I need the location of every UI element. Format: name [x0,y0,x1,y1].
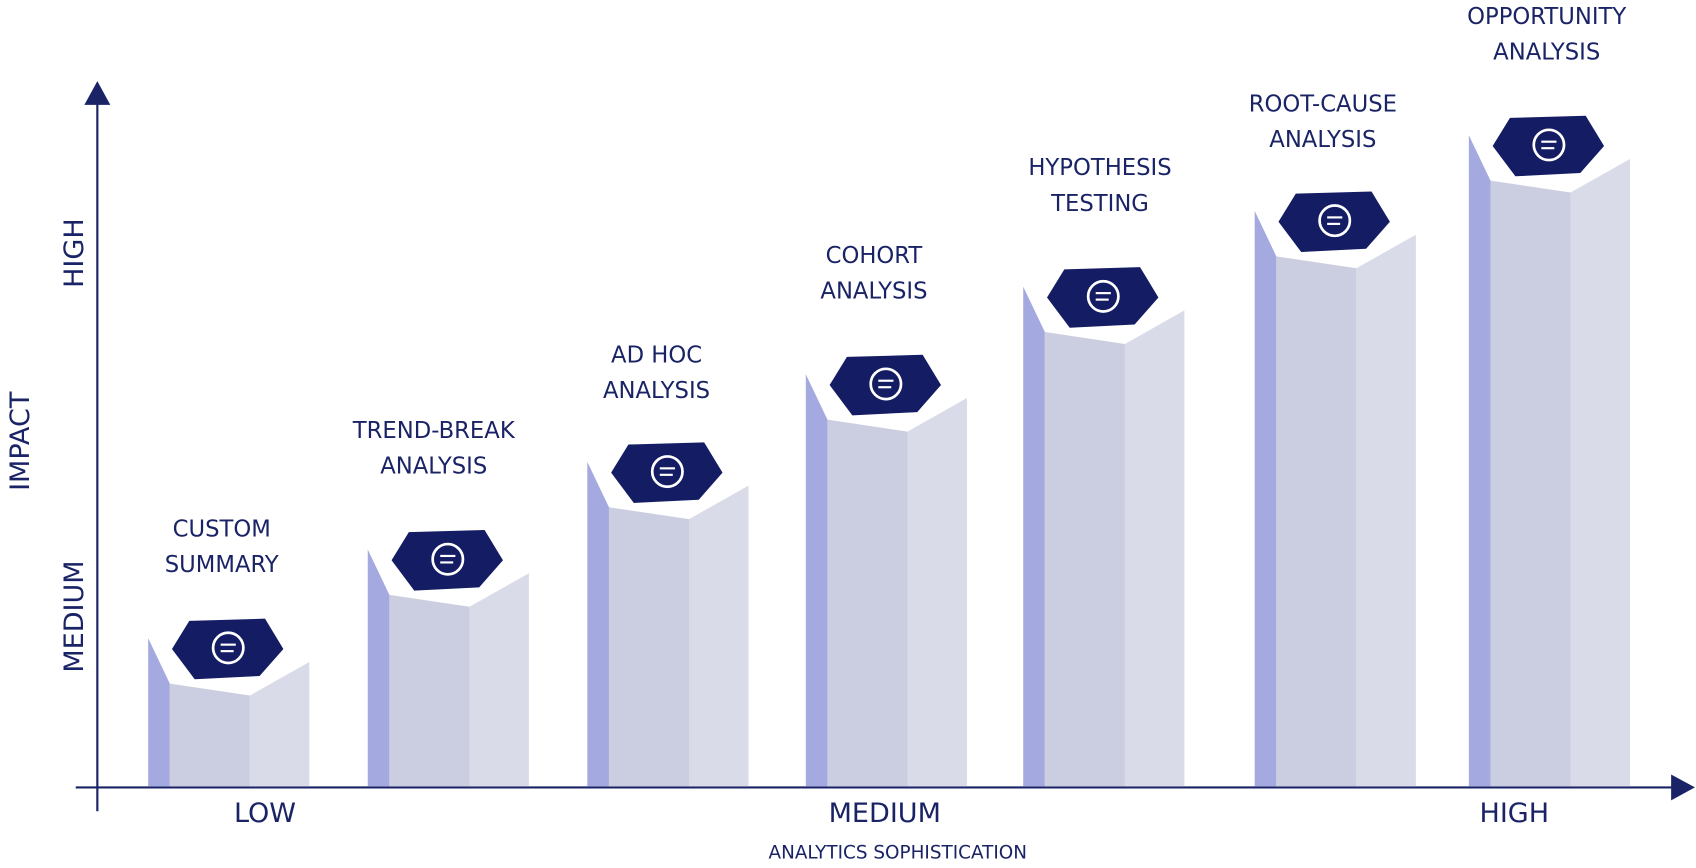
step-side [907,398,967,787]
step-label: SUMMARY [165,552,279,578]
step-side [1570,158,1631,787]
step-side [689,485,749,787]
step-edge [1023,286,1045,787]
x-axis-level: HIGH [1479,798,1549,829]
step-label: HYPOTHESIS [1028,155,1171,181]
x-axis-level: LOW [234,798,296,829]
y-axis-arrow [84,81,111,105]
step-front [1490,180,1571,787]
icon-badge [829,354,942,416]
step-label: COHORT [826,243,923,269]
step-edge [805,374,828,787]
step-label: ANALYSIS [603,378,710,404]
icon-badge [171,618,284,680]
step: CUSTOM SUMMARY [148,516,310,787]
step-label: ROOT-CAUSE [1249,91,1397,117]
step-side [469,573,529,787]
icon-badge [1492,115,1605,177]
step-front [608,507,689,787]
y-axis-level: HIGH [59,218,90,288]
icon [650,455,684,489]
step-front [827,419,908,787]
step: ROOT-CAUSE ANALYSIS [1249,91,1416,787]
step-label: CUSTOM [173,516,271,542]
step-label: ANALYSIS [1269,127,1376,153]
step: TREND-BREAK ANALYSIS [352,418,529,787]
x-axis-level: MEDIUM [829,798,941,829]
step-side [1124,310,1185,787]
icon [211,631,245,665]
axes: IMPACT MEDIUM HIGH LOW MEDIUM HIGH ANALY… [5,81,1695,863]
step-edge [1254,210,1277,787]
steps: CUSTOM SUMMARY TREND-BREAK ANALYSIS AD HOC AN… [148,4,1631,787]
step-label: ANALYSIS [1493,39,1600,65]
y-axis-level: MEDIUM [59,560,90,672]
icon [1086,279,1120,313]
step-edge [367,549,390,787]
icon [431,542,465,576]
step: HYPOTHESIS TESTING [1023,155,1185,787]
step-front [1276,256,1357,787]
step: OPPORTUNITY ANALYSIS [1467,4,1631,787]
step-label: OPPORTUNITY [1467,4,1626,30]
step-label: ANALYSIS [380,454,487,480]
step-front [1044,332,1125,787]
icon-badge [391,529,503,591]
step-edge [148,638,170,787]
step-edge [1468,135,1491,787]
icon [1318,204,1352,238]
step-label: AD HOC [611,342,702,368]
y-axis-title: IMPACT [5,391,36,491]
step-side [1356,234,1416,787]
step-edge [587,461,609,787]
step: AD HOC ANALYSIS [587,342,749,787]
icon-badge [1278,191,1390,253]
step: COHORT ANALYSIS [805,243,967,787]
step-label: ANALYSIS [820,279,927,305]
step-side [249,661,310,787]
icon-badge [611,442,723,503]
icon-badge [1047,267,1159,328]
step-label: TESTING [1050,191,1149,217]
icon [1532,128,1566,162]
step-front [389,594,470,787]
step-label: TREND-BREAK [352,418,516,444]
x-axis-title: ANALYTICS SOPHISTICATION [769,842,1027,863]
x-axis-arrow [1671,774,1695,801]
step-front [169,683,250,787]
icon [869,367,903,401]
